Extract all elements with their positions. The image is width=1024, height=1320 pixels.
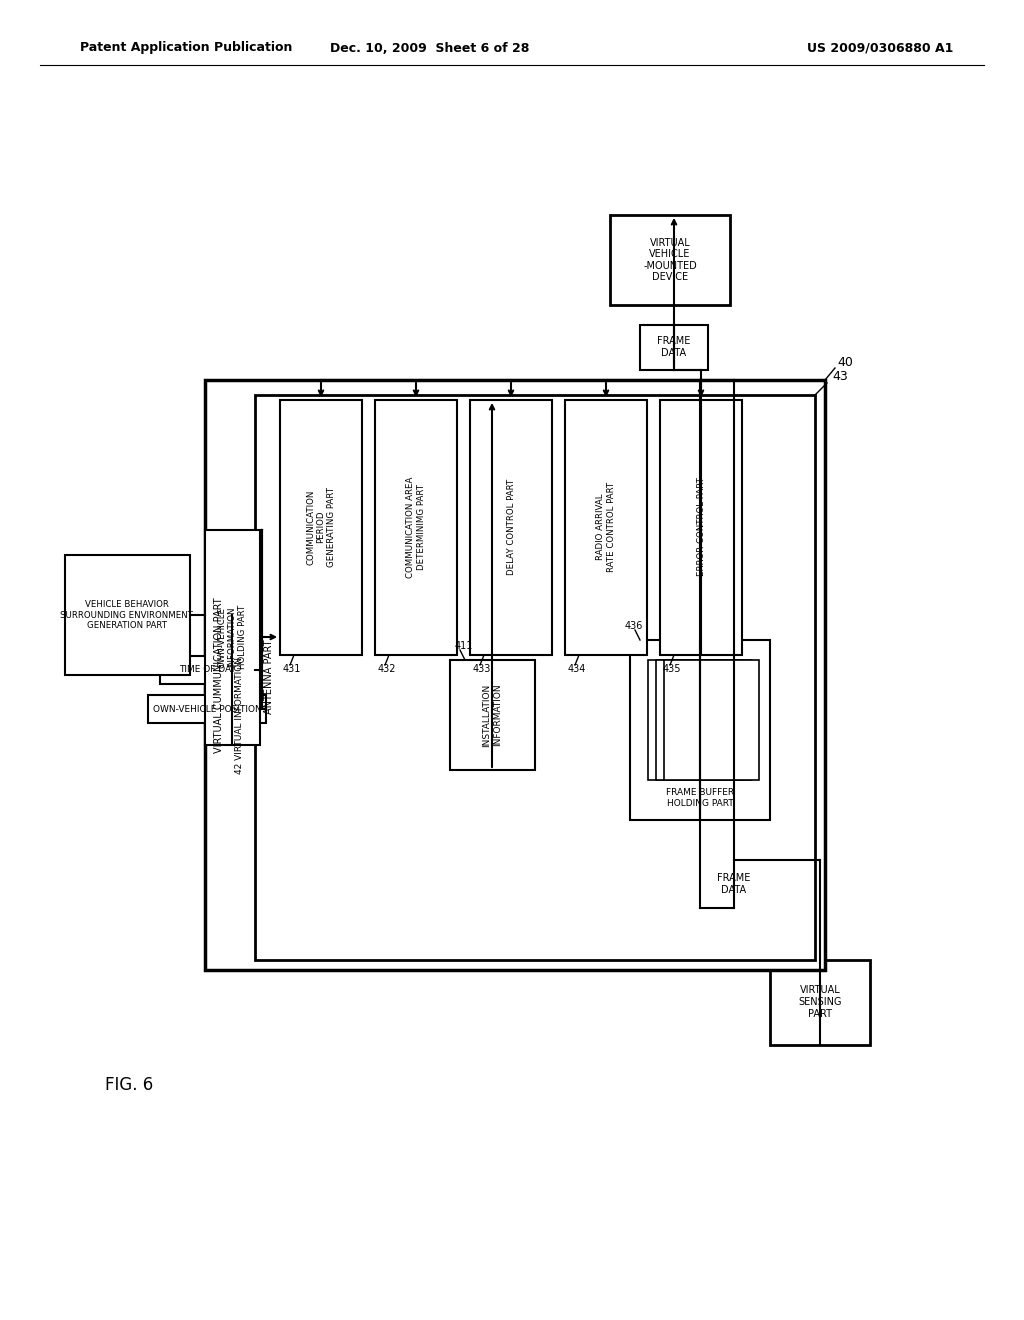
Bar <box>630 640 770 820</box>
Text: 42 VIRTUAL INFORMATION: 42 VIRTUAL INFORMATION <box>236 656 245 774</box>
Text: OWN-VEHICLE POSITION: OWN-VEHICLE POSITION <box>153 705 261 714</box>
Bar <box>610 215 730 305</box>
Text: INSTALLATION
INFORMATION: INSTALLATION INFORMATION <box>482 684 502 747</box>
Bar <box>470 400 552 655</box>
Text: FRAME
DATA: FRAME DATA <box>718 874 751 895</box>
Bar <box>656 660 751 780</box>
Text: TIME OF DAY: TIME OF DAY <box>178 665 236 675</box>
Bar <box>375 400 457 655</box>
Bar <box>255 395 815 960</box>
Text: OWN-VEHICLE
INFORMATION
HOLDING PART: OWN-VEHICLE INFORMATION HOLDING PART <box>217 605 247 669</box>
Bar <box>770 960 870 1045</box>
Text: VIRTUAL CUMMUNICATION PART: VIRTUAL CUMMUNICATION PART <box>214 597 224 752</box>
Text: FRAME BUFFER
HOLDING PART: FRAME BUFFER HOLDING PART <box>666 788 734 808</box>
Text: 431: 431 <box>283 664 301 675</box>
Text: DELAY CONTROL PART: DELAY CONTROL PART <box>507 479 515 576</box>
Text: Dec. 10, 2009  Sheet 6 of 28: Dec. 10, 2009 Sheet 6 of 28 <box>331 41 529 54</box>
Text: VIRTUAL
SENSING
PART: VIRTUAL SENSING PART <box>799 986 842 1019</box>
Bar <box>148 696 266 723</box>
Bar <box>565 400 647 655</box>
Text: 432: 432 <box>378 664 396 675</box>
Bar <box>648 660 743 780</box>
Text: ERROR CONTROL PART: ERROR CONTROL PART <box>696 478 706 577</box>
Bar <box>160 656 255 684</box>
Text: COMMUNICATION AREA
DETERMINIMG PART: COMMUNICATION AREA DETERMINIMG PART <box>407 477 426 578</box>
Text: 40: 40 <box>837 355 853 368</box>
Text: US 2009/0306880 A1: US 2009/0306880 A1 <box>807 41 953 54</box>
Text: 43: 43 <box>833 371 848 384</box>
Text: ANTENNA PART: ANTENNA PART <box>264 640 274 714</box>
Bar <box>65 554 190 675</box>
Bar <box>664 660 759 780</box>
Bar <box>700 861 768 908</box>
Text: FIG. 6: FIG. 6 <box>105 1076 154 1094</box>
Bar <box>280 400 362 655</box>
Text: 411: 411 <box>455 642 473 651</box>
Bar <box>205 380 825 970</box>
Text: FRAME
DATA: FRAME DATA <box>657 337 690 358</box>
Text: 436: 436 <box>625 620 643 631</box>
Text: VEHICLE BEHAVIOR
SURROUNDING ENVIRONMENT
GENERATION PART: VEHICLE BEHAVIOR SURROUNDING ENVIRONMENT… <box>60 601 194 630</box>
Text: RADIO ARRIVAL
RATE CONTROL PART: RADIO ARRIVAL RATE CONTROL PART <box>596 482 615 572</box>
Text: 433: 433 <box>473 664 492 675</box>
Text: 435: 435 <box>663 664 682 675</box>
Text: 434: 434 <box>568 664 587 675</box>
Text: COMMUNICATION
PERIOD
GENERATING PART: COMMUNICATION PERIOD GENERATING PART <box>306 487 336 568</box>
Bar <box>660 400 742 655</box>
Bar <box>450 660 535 770</box>
Text: VIRTUAL
VEHICLE
-MOUNTED
DEVICE: VIRTUAL VEHICLE -MOUNTED DEVICE <box>643 238 697 282</box>
Bar <box>640 325 708 370</box>
Bar <box>205 531 260 744</box>
Text: Patent Application Publication: Patent Application Publication <box>80 41 293 54</box>
